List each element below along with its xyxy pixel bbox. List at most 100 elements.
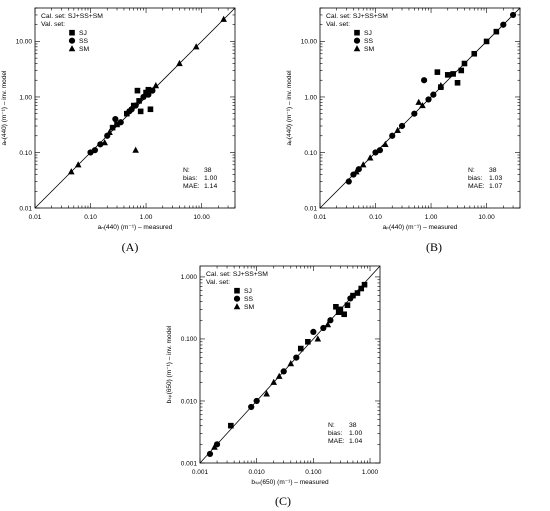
- y-tick-label: 0.01: [304, 205, 317, 212]
- legend-cal-set: Cal. set: SJ+SS+SM: [41, 13, 103, 20]
- y-tick-label: 1.00: [19, 94, 32, 101]
- stat-value: 38: [349, 422, 357, 429]
- data-point-sj: [136, 98, 142, 104]
- y-tick-label: 0.01: [19, 205, 32, 212]
- data-point-sj: [147, 106, 154, 113]
- legend-label-sm: SM: [364, 46, 375, 53]
- stat-label: MAE:: [183, 183, 200, 190]
- y-tick-label: 1.00: [304, 94, 317, 101]
- legend-val-set: Val. set:: [206, 279, 230, 286]
- data-point-ss: [430, 91, 437, 98]
- stat-label: bias:: [183, 175, 197, 182]
- data-point-sj: [450, 71, 456, 77]
- stat-value: 1.00: [204, 175, 217, 182]
- data-point-sm: [211, 443, 218, 450]
- data-point-sm: [74, 161, 82, 168]
- legend-marker-sj: [69, 29, 75, 36]
- plot-frame: [199, 265, 381, 464]
- data-point-ss: [345, 178, 352, 185]
- data-point-sm: [101, 139, 108, 146]
- data-point-sj: [454, 79, 461, 86]
- data-point-sm: [419, 101, 426, 109]
- chart-panel-2: 0.01 0.10 1.00 10.00 0.01 0.10 1.00 10.00 aₚ(440…: [286, 7, 521, 254]
- data-point-ss: [91, 147, 99, 154]
- data-point-ss: [425, 96, 432, 103]
- x-tick-label: 1.00: [140, 214, 153, 221]
- series-sm: [67, 15, 227, 175]
- data-point-sj: [461, 60, 468, 67]
- data-point-sj: [137, 108, 144, 115]
- data-point-sm: [382, 140, 389, 147]
- x-tick-label: 0.10: [369, 214, 382, 221]
- legend-marker-sm: [233, 303, 241, 310]
- legend-marker-ss: [233, 295, 241, 302]
- data-point-sj: [337, 306, 344, 313]
- data-point-sj: [109, 124, 116, 131]
- legend-cal-set: Cal. set: SJ+SS+SM: [206, 271, 268, 278]
- data-point-sm: [359, 161, 367, 168]
- series-ss: [87, 87, 156, 156]
- data-point-ss: [320, 324, 327, 332]
- data-point-ss: [411, 110, 418, 117]
- x-axis-label: bₛₚ(650) (m⁻¹) – measured: [251, 479, 329, 486]
- stat-label: N:: [468, 167, 475, 174]
- data-point-ss: [132, 102, 139, 109]
- x-axis-label: aₙ(440) (m⁻¹) – measured: [98, 224, 173, 231]
- data-point-ss: [500, 21, 507, 28]
- x-axis-label: aₚ(440) (m⁻¹) – measured: [383, 224, 458, 231]
- stat-value: 1.00: [349, 430, 362, 437]
- data-point-sj: [361, 281, 368, 288]
- data-point-ss: [206, 450, 214, 458]
- data-point-sm: [287, 360, 295, 367]
- data-point-sj: [350, 292, 356, 299]
- data-point-sj: [123, 110, 130, 117]
- stat-label: MAE:: [468, 183, 485, 190]
- data-point-ss: [128, 106, 135, 113]
- data-point-sj: [297, 345, 304, 352]
- legend-label-sj: SJ: [79, 30, 87, 37]
- data-point-sj: [358, 285, 365, 292]
- x-tick-label: 0.01: [314, 214, 327, 221]
- data-point-sj: [354, 290, 361, 296]
- legend-label-sj: SJ: [244, 288, 252, 295]
- y-tick-label: 0.10: [304, 150, 317, 157]
- data-point-sm: [67, 168, 75, 175]
- data-point-ss: [253, 397, 260, 405]
- stat-label: MAE:: [328, 438, 345, 445]
- panel-label: (B): [426, 240, 442, 254]
- data-point-ss: [117, 119, 124, 126]
- data-point-sm: [366, 154, 374, 161]
- y-tick-label: 10.00: [301, 39, 318, 46]
- legend-val-set: Val. set:: [41, 21, 65, 28]
- x-tick-label: 0.10: [84, 214, 97, 221]
- series-sm: [211, 321, 332, 450]
- chart-panel-1: 0.01 0.10 1.00 10.00 0.01 0.10 1.00 10.00 aₙ(440…: [1, 7, 236, 254]
- y-axis-label: aₙ(440) (m⁻¹) – inv. model: [1, 70, 8, 145]
- data-point-sj: [143, 89, 149, 96]
- data-point-ss: [509, 11, 517, 19]
- data-point-sm: [152, 82, 160, 89]
- stat-value: 1.14: [204, 183, 217, 190]
- data-point-ss: [421, 77, 428, 84]
- x-tick-label: 0.100: [305, 469, 322, 476]
- stat-label: bias:: [468, 175, 482, 182]
- data-point-sm: [270, 378, 278, 385]
- y-tick-label: 0.100: [181, 336, 198, 343]
- plot-frame: [319, 7, 521, 209]
- data-point-ss: [398, 122, 406, 130]
- data-point-sm: [314, 335, 322, 342]
- x-tick-label: 10.00: [478, 214, 495, 221]
- data-point-ss: [347, 295, 354, 302]
- data-point-sm: [324, 321, 332, 328]
- legend-label-sm: SM: [244, 304, 255, 311]
- data-point-ss: [310, 328, 317, 335]
- stat-value: 38: [489, 167, 497, 174]
- data-point-ss: [376, 147, 384, 154]
- data-point-sj: [333, 303, 339, 310]
- data-point-sj: [341, 311, 347, 318]
- series-ss: [345, 11, 517, 185]
- stat-label: N:: [328, 422, 335, 429]
- data-point-ss: [140, 93, 147, 101]
- data-point-sj: [434, 69, 441, 75]
